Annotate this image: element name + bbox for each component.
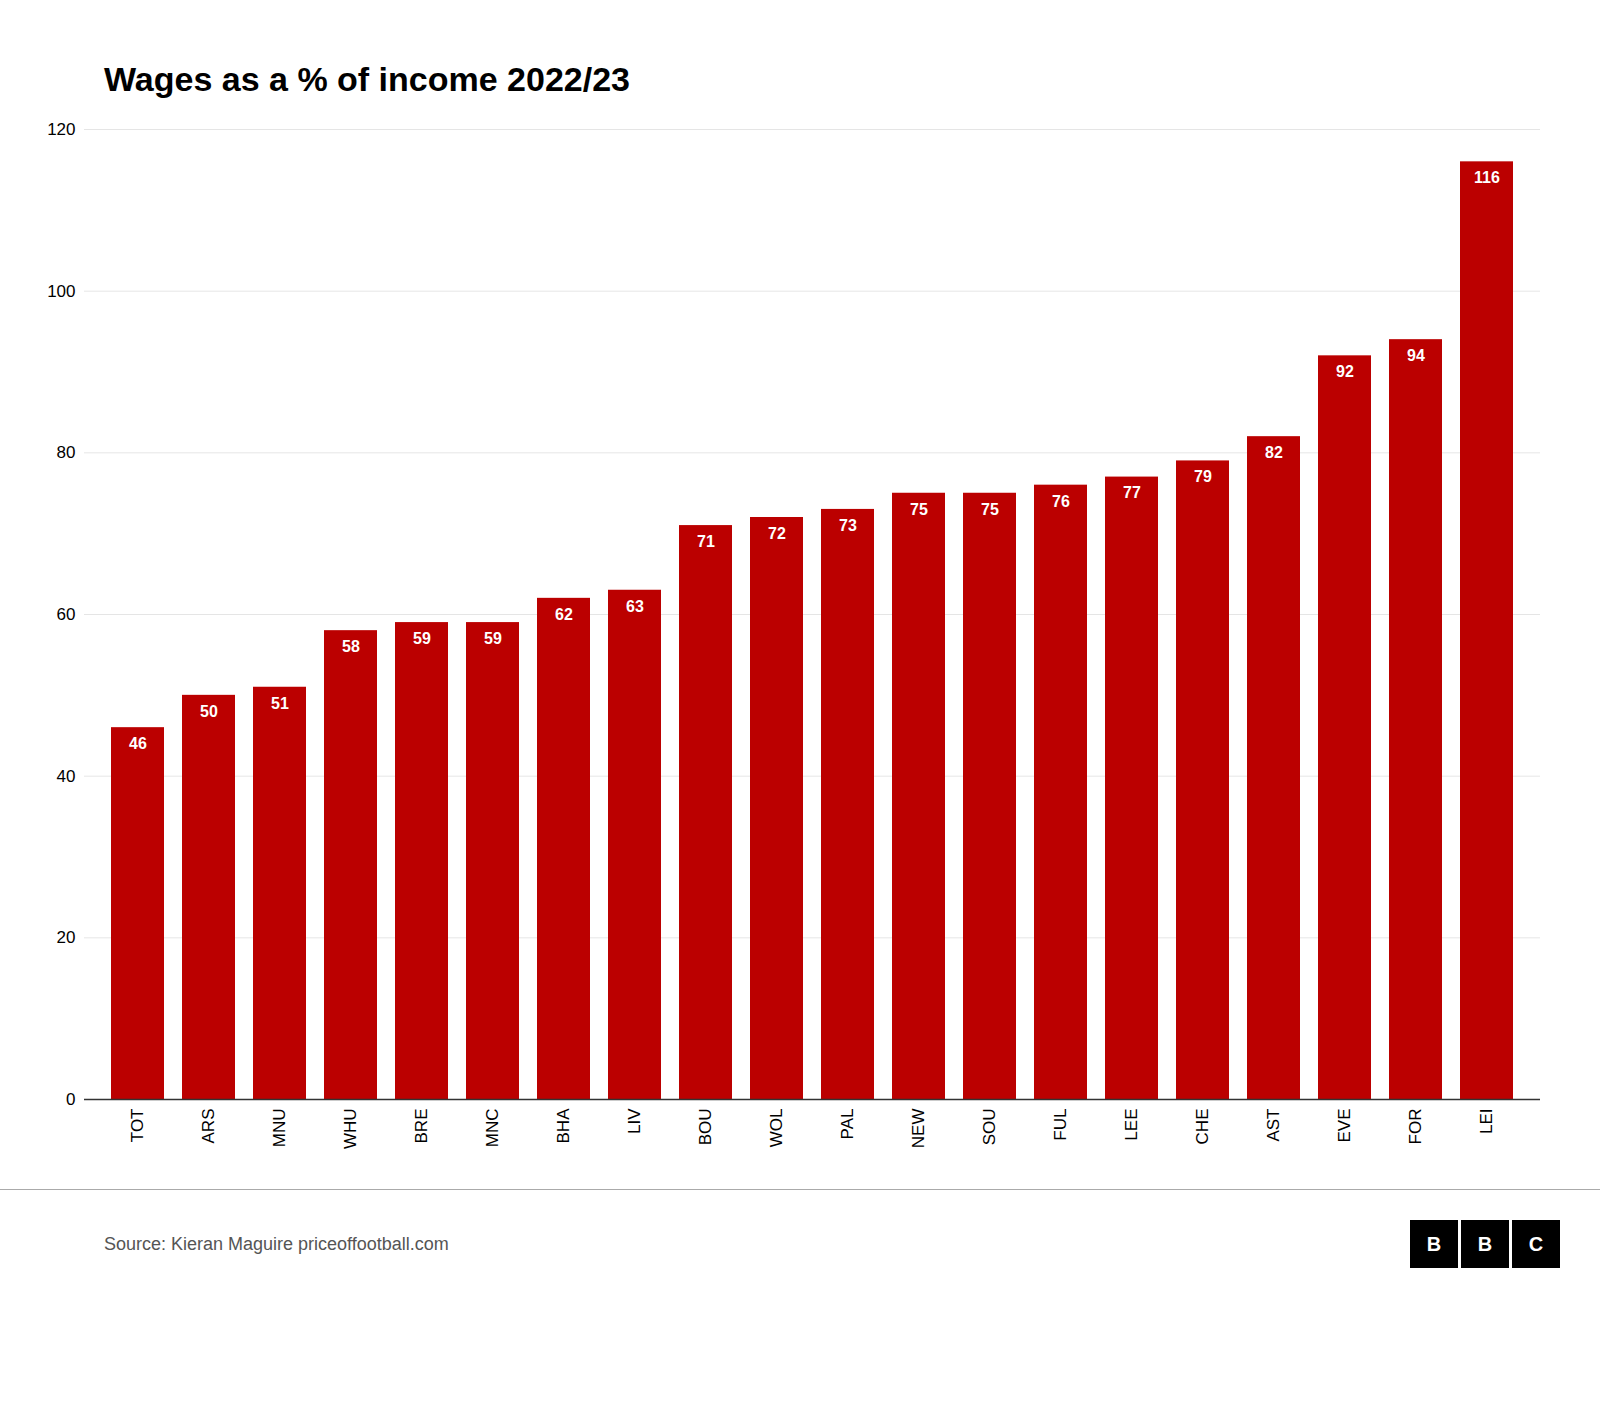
svg-text:51: 51 xyxy=(271,695,289,712)
svg-text:BHA: BHA xyxy=(554,1108,573,1144)
svg-text:60: 60 xyxy=(57,605,76,624)
svg-text:92: 92 xyxy=(1336,363,1354,380)
svg-text:EVE: EVE xyxy=(1335,1109,1354,1143)
svg-text:CHE: CHE xyxy=(1193,1109,1212,1145)
svg-text:ARS: ARS xyxy=(199,1109,218,1144)
svg-text:73: 73 xyxy=(839,517,857,534)
svg-text:120: 120 xyxy=(47,120,75,139)
svg-text:PAL: PAL xyxy=(838,1109,857,1140)
svg-text:TOT: TOT xyxy=(128,1109,147,1143)
svg-text:77: 77 xyxy=(1123,484,1141,501)
svg-text:40: 40 xyxy=(57,767,76,786)
svg-text:72: 72 xyxy=(768,525,786,542)
html-text:B: B xyxy=(1426,1233,1442,1255)
svg-text:NEW: NEW xyxy=(909,1109,928,1149)
svg-text:76: 76 xyxy=(1052,493,1070,510)
html-text:Source: Kieran Maguire priceof: Source: Kieran Maguire priceoffootball.c… xyxy=(104,1233,449,1254)
svg-text:59: 59 xyxy=(413,630,431,647)
svg-text:SOU: SOU xyxy=(980,1109,999,1146)
svg-text:FUL: FUL xyxy=(1051,1109,1070,1141)
svg-text:MNU: MNU xyxy=(270,1109,289,1148)
svg-text:82: 82 xyxy=(1265,444,1283,461)
svg-text:WHU: WHU xyxy=(341,1109,360,1150)
svg-text:BOU: BOU xyxy=(696,1109,715,1146)
svg-text:94: 94 xyxy=(1407,347,1425,364)
svg-text:20: 20 xyxy=(57,928,76,947)
svg-text:62: 62 xyxy=(555,606,573,623)
svg-text:79: 79 xyxy=(1194,468,1212,485)
svg-text:FOR: FOR xyxy=(1406,1109,1425,1145)
svg-text:46: 46 xyxy=(129,735,147,752)
svg-text:LEE: LEE xyxy=(1122,1109,1141,1141)
svg-text:71: 71 xyxy=(697,533,715,550)
html-text:B: B xyxy=(1477,1233,1493,1255)
svg-text:100: 100 xyxy=(47,282,75,301)
svg-text:75: 75 xyxy=(910,501,928,518)
svg-text:116: 116 xyxy=(1474,169,1500,186)
svg-text:AST: AST xyxy=(1264,1109,1283,1142)
svg-text:BRE: BRE xyxy=(412,1109,431,1144)
html-text:Wages as a % of income 2022/23: Wages as a % of income 2022/23 xyxy=(104,60,630,98)
svg-text:MNC: MNC xyxy=(483,1109,502,1148)
svg-text:80: 80 xyxy=(57,443,76,462)
svg-text:75: 75 xyxy=(981,501,999,518)
svg-text:WOL: WOL xyxy=(767,1109,786,1148)
svg-text:50: 50 xyxy=(200,703,218,720)
svg-text:63: 63 xyxy=(626,598,644,615)
svg-text:0: 0 xyxy=(66,1090,75,1109)
svg-text:LEI: LEI xyxy=(1477,1109,1496,1135)
svg-text:59: 59 xyxy=(484,630,502,647)
svg-text:LIV: LIV xyxy=(625,1108,644,1134)
html-text:C: C xyxy=(1528,1233,1544,1255)
svg-text:58: 58 xyxy=(342,638,360,655)
